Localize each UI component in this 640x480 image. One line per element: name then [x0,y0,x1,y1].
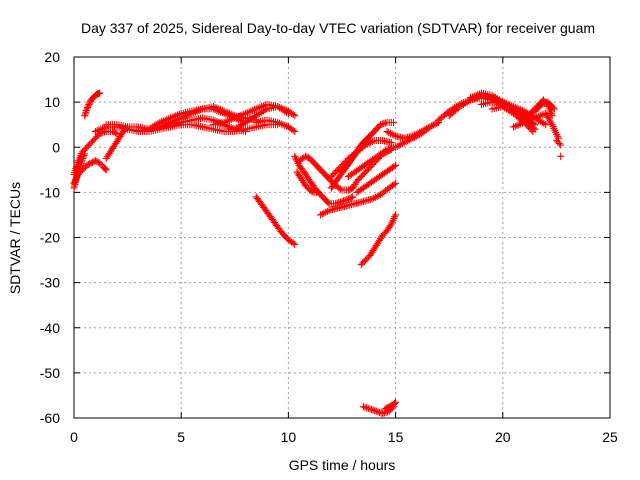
x-axis-label: GPS time / hours [289,457,396,473]
series-arc-23 [353,161,400,196]
x-tick-label-3: 15 [388,429,404,445]
data-point-markers-15 [291,152,357,208]
series-arc-26 [359,403,398,418]
series-arc-12 [231,103,299,133]
series-arc-24 [317,179,400,219]
chart-title: Day 337 of 2025, Sidereal Day-to-day VTE… [81,20,595,36]
data-point-markers-37 [531,98,558,115]
series-arc-20 [327,136,395,181]
series-arc-25 [357,211,400,269]
data-point-markers-2 [70,157,110,187]
data-point-markers-26 [359,403,398,418]
y-axis-label: SDTVAR / TECUs [7,182,23,294]
data-point-markers-24 [317,179,400,219]
y-tick-label-1: -50 [40,365,60,381]
axis-ticks [73,56,611,419]
data-point-markers-3 [70,127,121,178]
data-point-markers-22 [349,145,395,192]
x-tick-label-1: 5 [177,429,185,445]
data-point-markers-20 [327,136,395,181]
series-arc-29 [392,118,443,151]
x-tick-label-4: 20 [495,429,511,445]
series-arc-03 [70,127,121,178]
y-tick-label-2: -40 [40,320,60,336]
series-arc-13 [252,116,299,136]
grid-lines [74,57,610,418]
y-tick-label-5: -10 [40,184,60,200]
series-arc-04 [81,89,104,120]
series-arc-05 [102,123,132,163]
data-point-markers-25 [357,211,400,269]
data-point-markers-27 [381,398,400,413]
y-tick-label-8: 20 [44,49,60,65]
x-axis-tick-labels: 0 5 10 15 20 25 [70,429,618,445]
y-tick-label-7: 10 [44,94,60,110]
series-arc-14 [252,193,299,248]
data-point-markers-13 [252,116,299,136]
y-tick-label-3: -30 [40,275,60,291]
series-arc-37 [531,98,558,115]
y-tick-label-4: -20 [40,230,60,246]
series-arc-09 [156,103,260,131]
y-tick-label-6: 0 [52,139,60,155]
x-tick-label-2: 10 [281,429,297,445]
y-axis-tick-labels: -60 -50 -40 -30 -20 -10 0 10 20 [40,49,60,426]
series-arc-15 [291,152,357,208]
series-arc-17 [293,168,322,196]
series-arc-38 [552,136,565,149]
y-tick-label-0: -60 [40,410,60,426]
series-arc-02 [70,157,110,187]
data-point-markers-5 [102,123,132,163]
x-tick-label-5: 25 [602,429,618,445]
data-point-markers-17 [293,168,322,196]
data-point-markers-14 [252,193,299,248]
x-tick-label-0: 0 [70,429,78,445]
data-point-markers-29 [392,118,443,151]
data-point-markers-39 [557,152,565,160]
data-points [70,89,565,418]
series-arc-22 [349,145,395,192]
data-point-markers-4 [81,89,104,120]
data-point-markers-9 [156,103,260,131]
series-arc-39 [557,152,565,160]
data-point-markers-12 [231,103,299,133]
series-arc-27 [381,398,400,413]
data-point-markers-38 [552,136,565,149]
data-point-markers-23 [353,161,400,196]
